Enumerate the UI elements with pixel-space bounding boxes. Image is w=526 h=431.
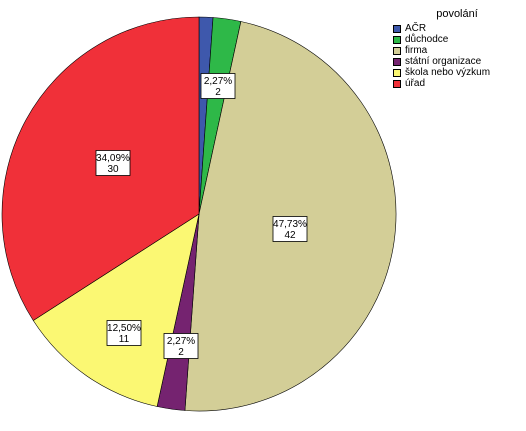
data-label-urad: 34,09%30 — [95, 150, 131, 176]
legend-item-urad: úřad — [393, 78, 521, 89]
legend: povolání AČR důchodce firma státní organiza… — [393, 8, 521, 89]
legend-item-firma: firma — [393, 45, 521, 56]
data-label-percent: 34,09% — [96, 153, 130, 164]
data-label-duchodce: 2,27%2 — [200, 73, 236, 99]
legend-item-skola-nebo-vyzkum: škola nebo výzkum — [393, 67, 521, 78]
legend-label: firma — [405, 45, 428, 56]
pie-slices — [1, 16, 397, 412]
legend-swatch — [393, 68, 401, 77]
data-label-box — [95, 150, 131, 176]
data-label-firma: 47,73%42 — [272, 216, 308, 242]
pie-slice-skola-nebo-vyzkum — [32, 213, 200, 407]
data-label-count: 30 — [107, 164, 119, 175]
legend-label: důchodce — [405, 34, 449, 45]
legend-label: škola nebo výzkum — [405, 67, 491, 78]
data-label-box — [200, 73, 236, 99]
data-label-count: 2 — [178, 347, 184, 358]
legend-label: státní organizace — [405, 56, 482, 67]
legend-label: AČR — [405, 23, 427, 34]
data-label-statni-organizace: 2,27%2 — [163, 333, 199, 359]
legend-item-statni-organizace: státní organizace — [393, 56, 521, 67]
data-label-count: 2 — [215, 87, 221, 98]
legend-label: úřad — [405, 78, 426, 89]
data-label-percent: 2,27% — [167, 336, 195, 347]
data-label-percent: 2,27% — [204, 76, 232, 87]
data-label-percent: 47,73% — [273, 219, 307, 230]
legend-title: povolání — [436, 8, 478, 20]
data-label-skola-nebo-vyzkum: 12,50%11 — [106, 320, 142, 346]
data-label-box — [106, 320, 142, 346]
legend-swatch — [393, 35, 401, 44]
data-label-box — [272, 216, 308, 242]
data-label-count: 42 — [284, 230, 296, 241]
legend-item-duchodce: důchodce — [393, 34, 521, 45]
data-label-count: 11 — [119, 334, 130, 345]
legend-swatch — [393, 57, 401, 66]
data-label-box — [163, 333, 199, 359]
data-label-percent: 12,50% — [107, 323, 141, 334]
legend-items: AČR důchodce firma státní organizace škola n… — [393, 23, 521, 89]
legend-swatch — [393, 46, 401, 55]
legend-swatch — [393, 79, 401, 88]
legend-swatch — [393, 24, 401, 33]
legend-item-acr: AČR — [393, 23, 521, 34]
